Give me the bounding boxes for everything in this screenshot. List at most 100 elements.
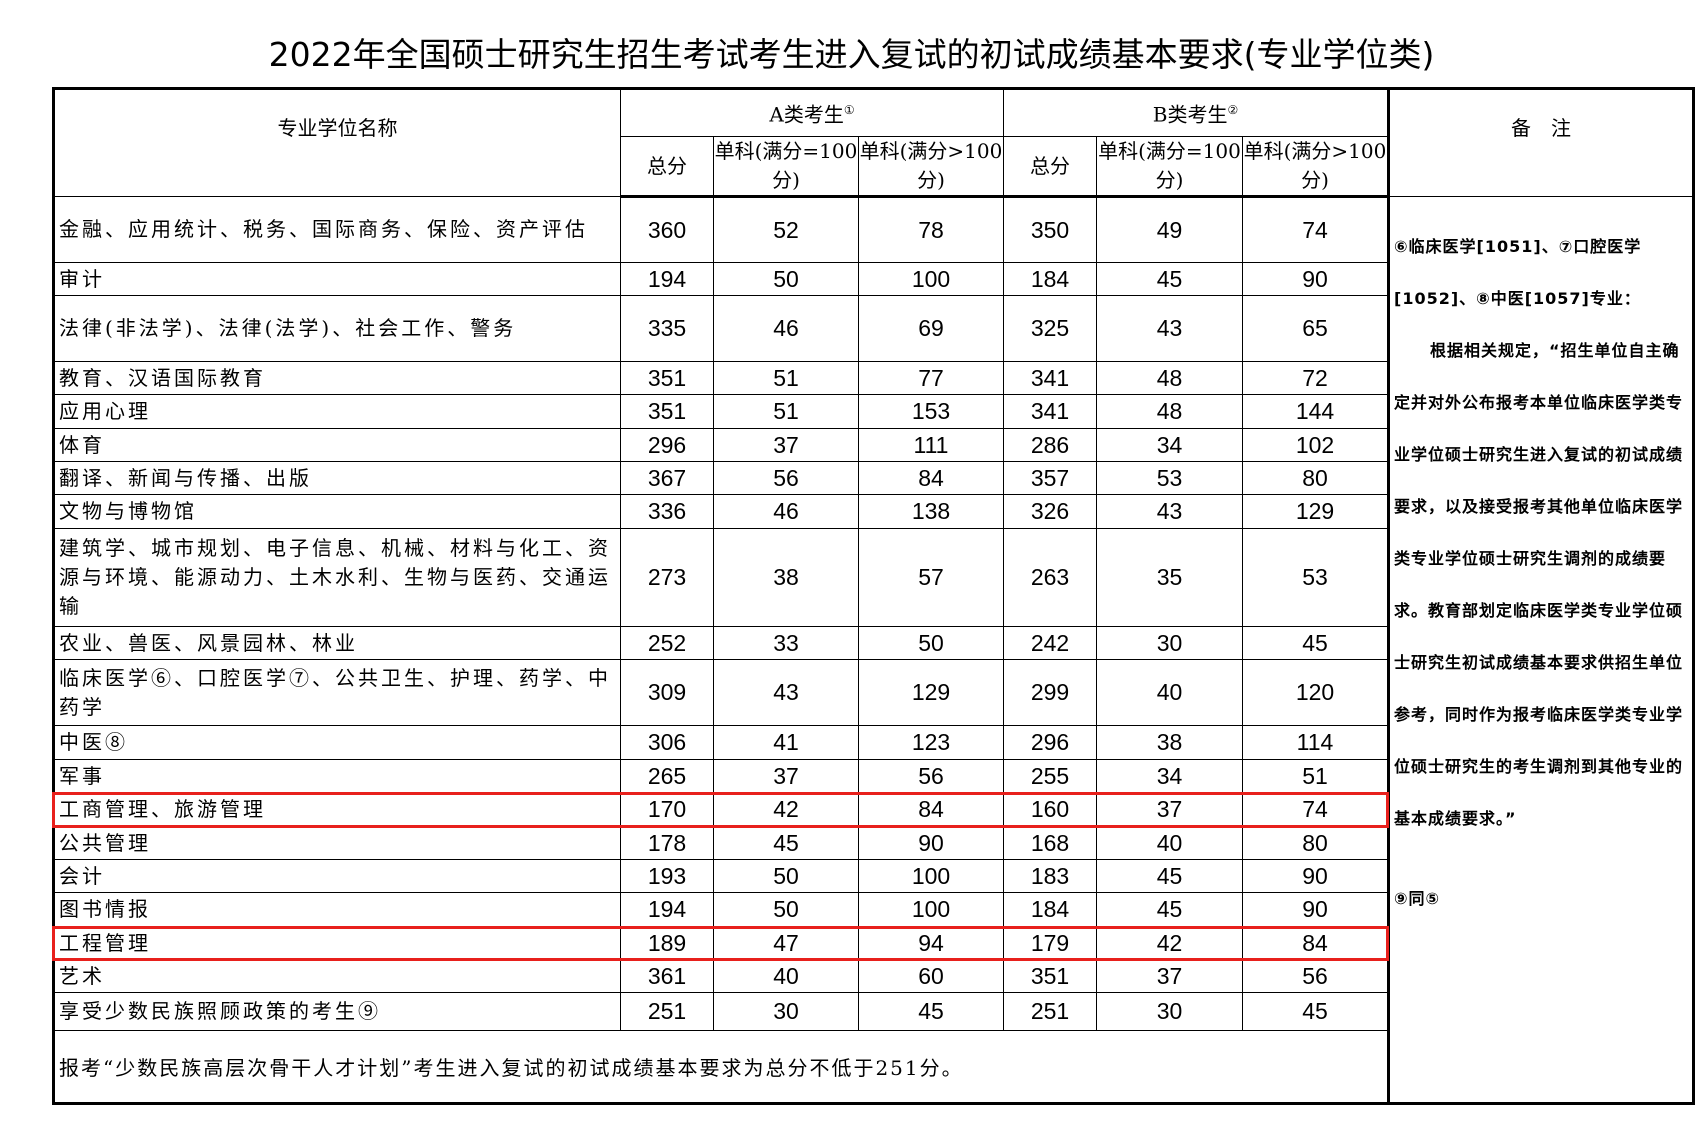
b-total-score: 351 (1003, 959, 1097, 993)
header-name-col: 专业学位名称 (53, 88, 621, 197)
degree-name: 军事 (53, 759, 621, 793)
table-row: 翻译、新闻与传播、出版 367 56 84 357 53 80 (53, 461, 1694, 495)
a-single-100-score: 30 (713, 992, 859, 1031)
b-total-score: 168 (1003, 826, 1097, 860)
b-single-100-score: 53 (1096, 461, 1243, 495)
header-group-a: A类考生① (620, 88, 1004, 137)
a-total-score: 178 (620, 826, 714, 860)
a-single-100-score: 43 (713, 659, 859, 726)
b-single-over-100-score: 72 (1242, 361, 1389, 395)
a-single-100-score: 37 (713, 759, 859, 793)
a-single-over-100-score: 57 (858, 528, 1004, 627)
b-single-over-100-score: 102 (1242, 428, 1389, 462)
degree-name: 会计 (53, 859, 621, 893)
a-single-over-100-score: 123 (858, 725, 1004, 760)
a-single-over-100-score: 56 (858, 759, 1004, 793)
a-single-100-score: 50 (713, 859, 859, 893)
b-single-100-score: 48 (1096, 394, 1243, 429)
a-single-100-score: 51 (713, 394, 859, 429)
header-remarks: 备 注 (1387, 88, 1694, 197)
b-single-100-score: 45 (1096, 859, 1243, 893)
a-total-score: 296 (620, 428, 714, 462)
degree-name: 工商管理、旅游管理 (53, 792, 621, 827)
b-single-100-score: 30 (1096, 626, 1243, 660)
b-total-score: 296 (1003, 725, 1097, 760)
b-total-score: 263 (1003, 528, 1097, 627)
a-total-score: 252 (620, 626, 714, 660)
table-row: 工程管理 189 47 94 179 42 84 (53, 926, 1694, 960)
b-single-100-score: 35 (1096, 528, 1243, 627)
a-single-100-score: 37 (713, 428, 859, 462)
b-single-over-100-score: 65 (1242, 295, 1389, 362)
degree-name: 中医⑧ (53, 725, 621, 760)
a-total-score: 351 (620, 394, 714, 429)
table-row: 图书情报 194 50 100 184 45 90 (53, 892, 1694, 927)
b-total-score: 251 (1003, 992, 1097, 1031)
table-row: 建筑学、城市规划、电子信息、机械、材料与化工、资源与环境、能源动力、土木水利、生… (53, 528, 1694, 627)
degree-name: 享受少数民族照顾政策的考生⑨ (53, 992, 621, 1031)
table-row: 应用心理 351 51 153 341 48 144 (53, 394, 1694, 429)
degree-name: 文物与博物馆 (53, 494, 621, 529)
b-total-score: 184 (1003, 892, 1097, 927)
a-single-over-100-score: 84 (858, 461, 1004, 495)
b-total-score: 350 (1003, 196, 1097, 263)
degree-name: 公共管理 (53, 826, 621, 860)
a-single-over-100-score: 100 (858, 892, 1004, 927)
b-single-over-100-score: 80 (1242, 826, 1389, 860)
degree-name: 艺术 (53, 959, 621, 993)
table-row: 体育 296 37 111 286 34 102 (53, 428, 1694, 462)
a-single-over-100-score: 60 (858, 959, 1004, 993)
a-single-100-score: 33 (713, 626, 859, 660)
b-single-100-score: 40 (1096, 659, 1243, 726)
header-b-single-over-100: 单科(满分>100分) (1242, 136, 1389, 198)
b-single-100-score: 40 (1096, 826, 1243, 860)
a-single-over-100-score: 111 (858, 428, 1004, 462)
b-total-score: 286 (1003, 428, 1097, 462)
b-total-score: 357 (1003, 461, 1097, 495)
a-total-score: 309 (620, 659, 714, 726)
degree-name: 金融、应用统计、税务、国际商务、保险、资产评估 (53, 196, 621, 263)
a-total-score: 251 (620, 992, 714, 1031)
b-single-over-100-score: 120 (1242, 659, 1389, 726)
b-single-100-score: 42 (1096, 926, 1243, 960)
score-table: 专业学位名称 A类考生① B类考生② 备 注 总分 单科(满分=100分) 单科… (52, 87, 1695, 1105)
degree-name: 工程管理 (53, 926, 621, 960)
a-total-score: 367 (620, 461, 714, 495)
a-single-over-100-score: 50 (858, 626, 1004, 660)
header-a-total: 总分 (620, 136, 714, 198)
a-single-100-score: 42 (713, 792, 859, 827)
a-single-100-score: 52 (713, 196, 859, 263)
b-total-score: 184 (1003, 262, 1097, 296)
b-single-100-score: 48 (1096, 361, 1243, 395)
b-single-100-score: 34 (1096, 759, 1243, 793)
b-single-over-100-score: 80 (1242, 461, 1389, 495)
a-single-100-score: 56 (713, 461, 859, 495)
a-single-over-100-score: 69 (858, 295, 1004, 362)
page-title: 2022年全国硕士研究生招生考试考生进入复试的初试成绩基本要求(专业学位类) (268, 35, 1435, 74)
b-total-score: 160 (1003, 792, 1097, 827)
a-single-100-score: 46 (713, 295, 859, 362)
b-single-over-100-score: 90 (1242, 262, 1389, 296)
b-total-score: 183 (1003, 859, 1097, 893)
a-total-score: 273 (620, 528, 714, 627)
b-total-score: 299 (1003, 659, 1097, 726)
a-single-over-100-score: 77 (858, 361, 1004, 395)
degree-name: 应用心理 (53, 394, 621, 429)
a-single-over-100-score: 129 (858, 659, 1004, 726)
header-a-single-100: 单科(满分=100分) (713, 136, 859, 198)
a-single-over-100-score: 90 (858, 826, 1004, 860)
table-row: 金融、应用统计、税务、国际商务、保险、资产评估 360 52 78 350 49 74 ⑥临床… (53, 196, 1694, 1104)
b-total-score: 242 (1003, 626, 1097, 660)
table-row: 教育、汉语国际教育 351 51 77 341 48 72 (53, 361, 1694, 395)
a-total-score: 193 (620, 859, 714, 893)
table-row: 享受少数民族照顾政策的考生⑨ 251 30 45 251 30 45 (53, 992, 1694, 1031)
a-total-score: 170 (620, 792, 714, 827)
a-total-score: 335 (620, 295, 714, 362)
b-total-score: 341 (1003, 361, 1097, 395)
table-row: 临床医学⑥、口腔医学⑦、公共卫生、护理、药学、中药学 309 43 129 299 40 1… (53, 659, 1694, 726)
a-total-score: 336 (620, 494, 714, 529)
degree-name: 体育 (53, 428, 621, 462)
degree-name: 建筑学、城市规划、电子信息、机械、材料与化工、资源与环境、能源动力、土木水利、生… (53, 528, 621, 627)
a-total-score: 306 (620, 725, 714, 760)
b-single-over-100-score: 51 (1242, 759, 1389, 793)
